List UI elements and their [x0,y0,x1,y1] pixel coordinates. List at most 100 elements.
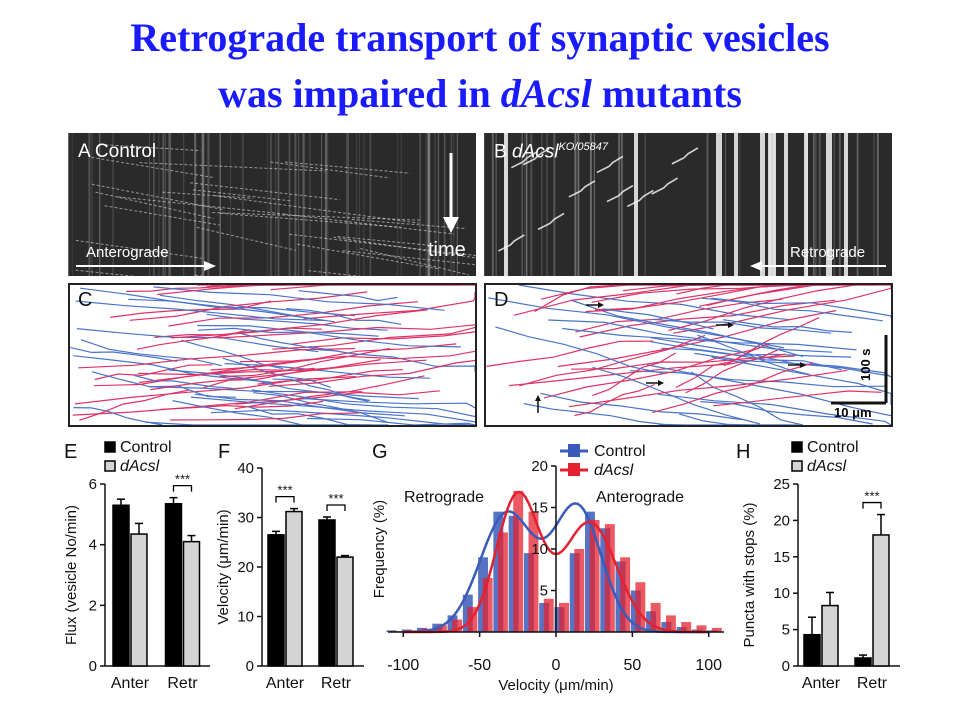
anterograde-trace [272,378,368,402]
anterograde-trace [602,308,714,330]
histogram-bar [589,519,600,632]
retrograde-trace [585,284,820,313]
legend-label: Control [120,439,172,456]
kymo-track [214,195,420,224]
annotation-anterograde: Anterograde [596,489,684,506]
x-tick-label: 0 [552,657,561,674]
panel-letter: E [64,441,77,463]
anterograde-trace [592,366,761,425]
anterograde-trace [658,423,788,426]
x-tick-label: Retr [167,675,198,692]
x-tick-label: -50 [468,657,491,674]
legend-swatch [104,460,116,472]
stationary-vesicle-track [504,133,508,276]
legend-swatch [791,460,803,472]
histogram-bar [696,625,707,632]
significance-bracket [172,485,193,492]
anterograde-trace [246,405,373,426]
y-tick-label: 20 [773,512,790,529]
retrograde-trace [72,391,363,416]
retrograde-trace [79,389,189,421]
legend-swatch [568,444,580,457]
bar [267,534,285,667]
anterograde-trace [239,332,340,352]
retrograde-trace [170,412,360,421]
x-axis-label: Velocity (μm/min) [498,677,613,694]
significance-bracket [326,504,346,512]
retrograde-trace [513,284,809,316]
histogram-bar [620,557,631,632]
legend-label: dAcsl [807,458,847,475]
histogram-bar [513,490,524,632]
slide-title-line-1: Retrograde transport of synaptic vesicle… [130,15,830,60]
chart-h-stops: H Control dAcsl 0 5 10 15 20 25 Puncta with stops… [736,439,900,692]
panel-b-letter: B [494,141,507,163]
histogram-bar [665,615,676,632]
legend-swatch [104,441,116,453]
panel-d-letter: D [494,289,509,311]
y-tick-label: 10 [531,541,548,558]
kymo-track [104,205,220,226]
anterograde-trace [298,290,398,302]
retrograde-trace [557,310,837,368]
histogram-bar [574,549,585,632]
x-tick-label: Retr [857,675,888,692]
kymo-track [219,212,401,228]
kymo-track [289,233,476,257]
chart-f-velocity: F 0 10 20 30 40 Velocity (μm/min) Anter *** Retr *… [215,441,364,692]
stationary-vesicle-track [716,133,722,276]
retrograde-trace [78,347,356,369]
stationary-vesicle-track [768,133,776,276]
stationary-vesicle-track [844,133,848,276]
kymo-track [91,156,215,179]
y-tick-label: 0 [782,658,790,675]
histogram-bar [386,630,397,632]
legend-swatch [791,441,803,453]
retrograde-trace [651,362,814,414]
panel-a-letter: A [78,141,90,162]
anterograde-trace [134,374,233,389]
kymo-track [360,248,469,276]
retrograde-trace [74,376,356,405]
anterograde-trace [540,392,743,421]
kymo-track [342,250,476,266]
kymo-track [284,161,410,174]
kymograph-dacsl-image [484,133,886,276]
retrograde-trace [594,284,802,311]
significance-label: *** [864,489,879,504]
bar [130,533,148,667]
kymograph-dacsl: B dAcslKO/05847 Retrograde [484,133,892,276]
stationary-vesicle-track [734,133,738,276]
retrograde-label: Retrograde [790,244,866,261]
significance-label: *** [175,472,190,487]
bar [285,510,303,667]
time-label: time [428,239,466,261]
anterograde-trace [653,318,832,334]
histogram-bar [650,602,661,632]
y-tick-label: 0 [89,658,97,675]
anterograde-trace [650,337,890,377]
slide-title-line-2: was impaired in dAcsl mutants [0,70,960,118]
panel-letter: H [736,441,750,463]
x-tick-label: Retr [321,675,352,692]
x-tick-label: 100 [695,657,722,674]
kymo-track [671,147,699,165]
anterograde-trace [523,403,669,426]
kymo-track [537,212,565,231]
panel-c-letter: C [78,289,93,311]
retrograde-trace [486,340,654,367]
anterograde-trace [210,409,476,426]
y-tick-label: 25 [773,476,790,493]
retrograde-trace [218,324,476,339]
histogram-bar [452,619,463,632]
scale-time-label: 100 s [858,348,873,381]
kymograph-control: A Control Anterograde time [68,133,476,276]
retrograde-trace [268,359,476,387]
stationary-vesicle-track [826,133,832,276]
panel-letter: G [372,441,388,463]
retrograde-trace [239,350,476,363]
x-tick-label: Anter [266,675,305,692]
anterograde-trace [495,326,665,375]
stop-arrow-icon [800,362,806,368]
stop-arrow-icon [728,322,734,328]
